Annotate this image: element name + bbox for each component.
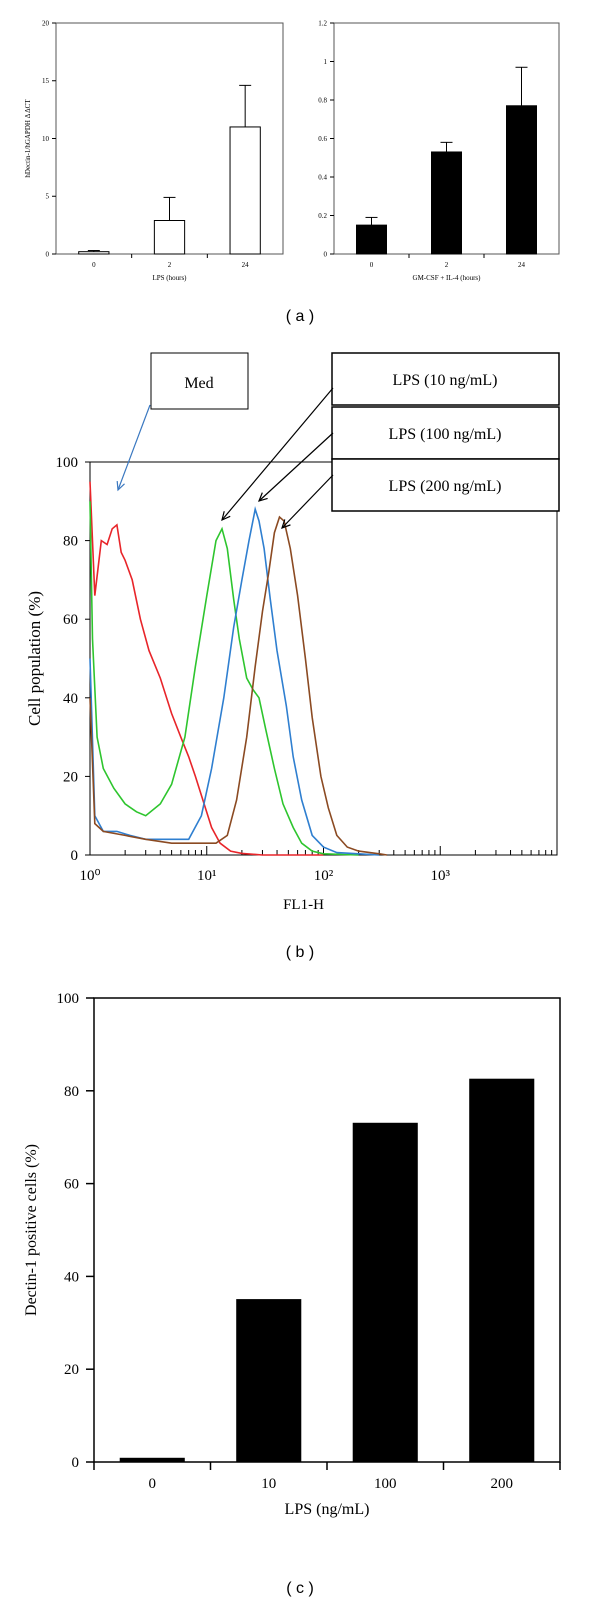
chart-a2-ytick-label: 1 [324,58,328,66]
chart-b-xtick-label: 10³ [431,868,451,884]
panel-label-b: ( b ) [285,944,315,961]
chart-a1-ytick-label: 5 [46,193,50,201]
chart-a1-ytick-label: 15 [42,77,50,85]
chart-a2-xtick-label: 0 [370,261,374,269]
chart-a1-bar [78,251,110,255]
chart-a2-ytick-label: 1.2 [318,19,327,27]
chart-a2-ytick-label: 0.8 [318,96,327,104]
chart-c-ytick-label: 20 [64,1362,79,1378]
chart-b-ytick-label: 60 [63,612,78,628]
arrow-lps200-head [281,519,291,529]
chart-a1-xtick-label: 0 [92,261,96,269]
chart-b-ytick-label: 80 [63,534,78,550]
chart-c-bar [236,1299,302,1463]
series-med-line [89,481,324,856]
arrow-lps200-line [281,474,334,529]
chart-a1-ytick-label: 20 [42,19,50,27]
chart-c-ytick-label: 80 [64,1084,79,1100]
chart-b-ytick-label: 20 [63,769,78,785]
chart-b-xtick-label: 10⁰ [79,868,100,884]
chart-b-ytick-label: 0 [71,848,79,864]
chart-a1-xtick-label: 24 [242,261,250,269]
panel-label-a: ( a ) [285,308,315,325]
chart-b-ytick-label: 100 [56,455,79,471]
legend-med-label: Med [184,375,213,392]
chart-b-xtick-label: 10² [314,868,334,884]
chart-a1-x-axis-label: LPS (hours) [152,274,187,282]
arrow-lps100-line [258,432,334,502]
chart-a2-ytick-label: 0 [324,250,328,258]
chart-a2-bar [431,151,462,255]
arrow-lps10-head [221,511,231,522]
legend-lps100-box [331,406,560,460]
chart-a1-bar [229,126,261,255]
chart-b-xtick-label: 10¹ [197,868,217,884]
chart-a2-x-axis-label: GM-CSF + IL-4 (hours) [413,274,482,282]
chart-c-bar [119,1457,185,1463]
chart-a2-ytick-label: 0.2 [318,212,327,220]
legend-lps200-label: LPS (200 ng/mL) [389,478,502,495]
series-lps200-line [89,515,388,856]
chart-a2-ytick-label: 0.4 [318,173,327,181]
chart-c-ytick-label: 100 [57,991,80,1007]
chart-a2-xtick-label: 24 [518,261,526,269]
chart-c-xtick-label: 200 [491,1476,514,1492]
chart-c-ytick-label: 60 [64,1177,79,1193]
panel-label-c: ( c ) [286,1580,314,1597]
chart-c-bar [352,1122,418,1463]
legend-med-box [150,352,249,410]
arrow-med-line [117,404,151,491]
chart-a1-bar [153,220,186,255]
chart-a1-xtick-label: 2 [168,261,172,269]
chart-a2-bar [356,224,387,255]
chart-c-ytick-label: 0 [72,1455,80,1471]
chart-c-xtick-label: 100 [374,1476,397,1492]
chart-c-xtick-label: 10 [261,1476,276,1492]
chart-a2-xtick-label: 2 [445,261,449,269]
legend-lps10-box [331,352,560,406]
chart-b-ytick-label: 40 [63,691,78,707]
chart-b-x-axis-label: FL1-H [283,897,324,913]
chart-a1-y-axis-label: hDectin-1/hGAPDH Δ ΔCT [24,99,32,178]
chart-c-y-axis-label: Dectin-1 positive cells (%) [23,1144,40,1316]
chart-b-y-axis-label: Cell population (%) [25,591,44,726]
series-lps100-line [89,506,380,856]
arrow-lps100-head [257,492,268,502]
arrow-lps10-line [221,387,334,521]
series-lps10-line [89,501,359,856]
chart-a1-ytick-label: 10 [42,135,50,143]
legend-lps200-box [331,458,560,512]
chart-c-x-axis-label: LPS (ng/mL) [285,1501,370,1518]
chart-b-frame [89,461,558,856]
chart-c-bar [469,1078,535,1463]
legend-lps100-label: LPS (100 ng/mL) [389,426,502,443]
chart-a1-ytick-label: 0 [46,250,50,258]
arrow-med-head [116,480,125,492]
legend-lps10-label: LPS (10 ng/mL) [393,372,498,389]
chart-c-ytick-label: 40 [64,1269,79,1285]
chart-a2-ytick-label: 0.6 [318,135,327,143]
chart-c-xtick-label: 0 [149,1476,157,1492]
chart-a2-bar [506,105,537,255]
